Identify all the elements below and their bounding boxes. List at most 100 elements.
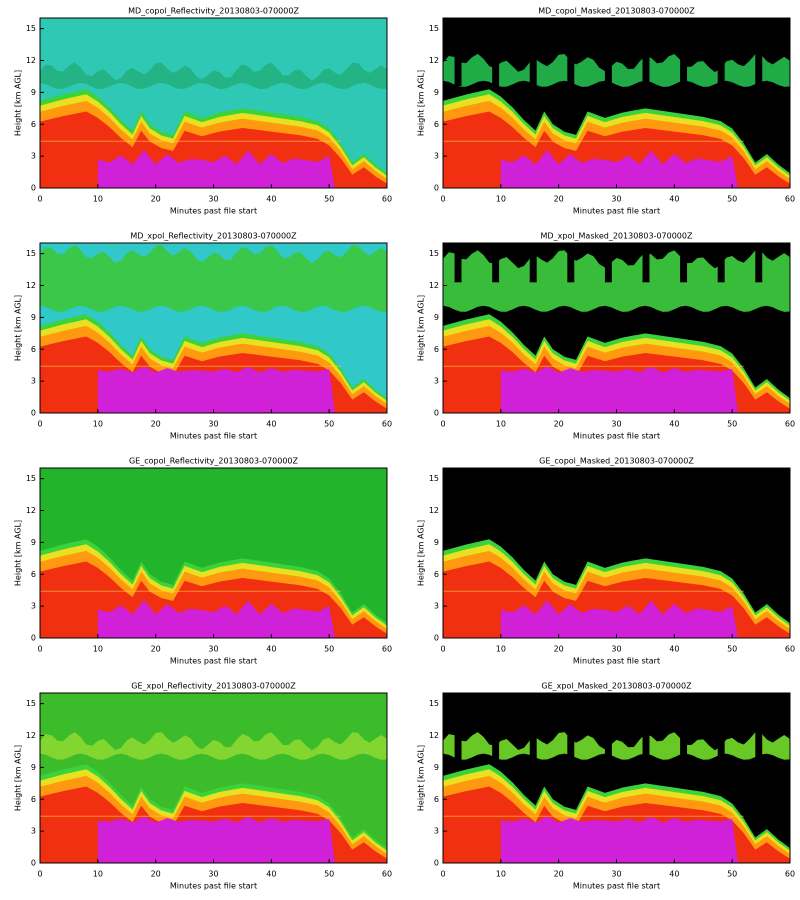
mask-gap [642,52,650,86]
x-tick-label: 10 [496,870,506,879]
y-tick-label: 6 [31,345,36,354]
upper-layer [40,62,387,90]
y-tick-label: 12 [26,56,36,65]
x-tick-label: 10 [93,645,103,654]
mask-gap [755,52,763,86]
y-tick-label: 15 [26,249,36,258]
mask-gap [567,730,575,765]
radar-image [443,468,790,638]
precip-core [500,150,738,188]
x-tick-label: 10 [93,870,103,879]
radar-image [443,18,790,188]
y-axis-label: Height [km AGL] [14,745,23,811]
y-tick-label: 6 [434,795,439,804]
x-tick-label: 60 [785,195,795,204]
x-tick-label: 10 [93,420,103,429]
mask-gap [717,52,725,86]
radar-image [443,693,790,863]
radar-image [40,243,387,413]
y-tick-label: 0 [434,184,439,193]
x-tick-label: 30 [611,195,621,204]
mask-gap [454,248,462,283]
y-axis-label: Height [km AGL] [14,520,23,586]
y-tick-label: 0 [434,634,439,643]
y-axis-label: Height [km AGL] [417,295,426,361]
y-tick-label: 9 [434,313,439,322]
mask-gap [604,730,612,765]
x-tick-label: 20 [151,195,161,204]
y-tick-label: 15 [429,474,439,483]
mask-gap [680,248,688,283]
y-tick-label: 9 [31,763,36,772]
x-tick-label: 30 [208,195,218,204]
y-tick-label: 15 [429,24,439,33]
upper-layer [40,732,387,760]
x-tick-label: 0 [440,870,445,879]
panel: MD_xpol_Reflectivity_20130803-070000Z 0 10… [14,232,393,441]
mask-gap [454,730,462,765]
y-tick-label: 12 [26,506,36,515]
mask-gap [642,248,650,283]
y-tick-label: 6 [434,120,439,129]
y-tick-label: 15 [429,699,439,708]
mask-gap [604,52,612,86]
x-tick-label: 0 [440,195,445,204]
y-tick-label: 6 [31,570,36,579]
panel: GE_copol_Reflectivity_20130803-070000Z 0 1… [14,457,393,666]
x-tick-label: 20 [151,870,161,879]
x-axis-label: Minutes past file start [573,207,660,216]
x-tick-label: 30 [611,870,621,879]
x-tick-label: 0 [37,195,42,204]
y-tick-label: 12 [26,281,36,290]
precip-core [500,366,738,413]
x-tick-label: 60 [382,870,392,879]
mask-gap [529,730,537,765]
y-tick-label: 3 [434,152,439,161]
y-tick-label: 3 [31,152,36,161]
x-tick-label: 40 [266,195,276,204]
upper-layer [40,244,387,312]
y-tick-label: 15 [429,249,439,258]
y-tick-label: 12 [26,731,36,740]
mask-gap [529,52,537,86]
x-tick-label: 40 [669,870,679,879]
mask-gap [680,730,688,765]
x-tick-label: 50 [727,645,737,654]
x-tick-label: 20 [554,195,564,204]
y-tick-label: 15 [26,24,36,33]
mask-gap [454,52,462,86]
precip-core [97,600,335,638]
y-tick-label: 6 [434,570,439,579]
x-tick-label: 10 [496,420,506,429]
mask-gap [604,248,612,283]
x-tick-label: 0 [37,870,42,879]
panel-title: GE_xpol_Masked_20130803-070000Z [541,682,692,691]
y-tick-label: 3 [434,602,439,611]
y-tick-label: 9 [434,763,439,772]
radar-image [40,18,387,188]
panel-title: GE_copol_Reflectivity_20130803-070000Z [129,457,299,466]
x-axis-label: Minutes past file start [170,657,257,666]
x-tick-label: 30 [208,645,218,654]
y-tick-label: 12 [429,281,439,290]
x-tick-label: 0 [37,645,42,654]
radar-image [40,693,387,863]
y-axis-label: Height [km AGL] [417,745,426,811]
y-tick-label: 3 [434,827,439,836]
panel-title: GE_copol_Masked_20130803-070000Z [539,457,694,466]
y-tick-label: 6 [31,120,36,129]
precip-core [500,600,738,638]
precip-core [97,816,335,863]
x-tick-label: 50 [324,420,334,429]
panel: GE_xpol_Reflectivity_20130803-070000Z 0 10… [14,682,393,891]
mask-gap [717,248,725,283]
mask-gap [567,248,575,283]
mask-gap [492,248,500,283]
mask-gap [492,730,500,765]
x-axis-label: Minutes past file start [573,432,660,441]
y-tick-label: 9 [31,88,36,97]
precip-core [97,366,335,413]
